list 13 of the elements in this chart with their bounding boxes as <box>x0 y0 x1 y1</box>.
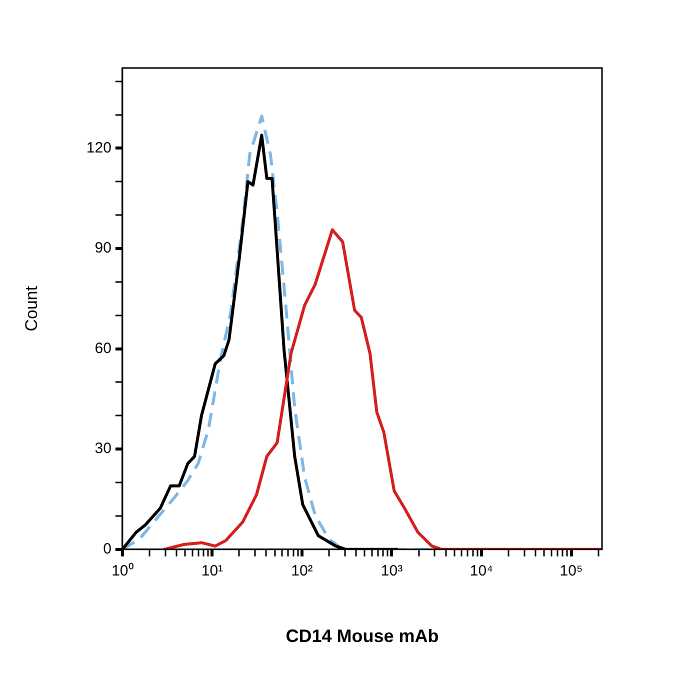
y-tick-label: 0 <box>103 540 112 558</box>
y-tick-label: 60 <box>94 340 112 357</box>
y-tick-label: 30 <box>94 440 112 458</box>
x-tick-label: 10⁵ <box>560 562 583 580</box>
x-tick-label: 10² <box>291 562 313 580</box>
x-tick-label: 10³ <box>380 562 403 580</box>
y-axis-title: Count <box>22 286 41 332</box>
y-tick-label: 90 <box>94 240 112 257</box>
x-tick-label: 10⁴ <box>470 562 494 580</box>
y-tick-label: 120 <box>86 139 112 156</box>
x-tick-label: 10⁰ <box>112 562 134 580</box>
x-tick-label: 10¹ <box>201 562 224 580</box>
x-axis-title: CD14 Mouse mAb <box>286 626 439 646</box>
